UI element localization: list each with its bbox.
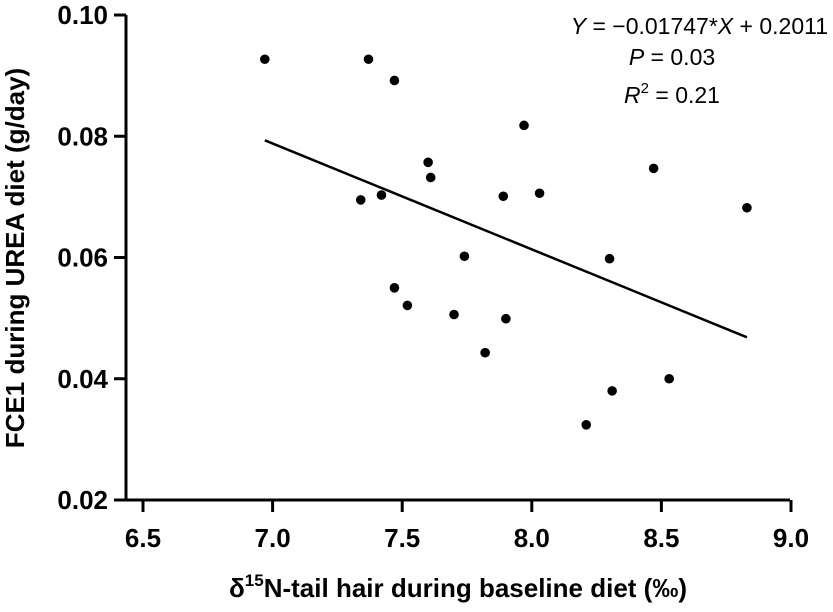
data-point bbox=[389, 75, 400, 86]
data-point bbox=[363, 54, 374, 65]
r-label: R bbox=[624, 82, 641, 108]
y-axis-title: FCE1 during UREA diet (g/day) bbox=[0, 68, 30, 448]
r-superscript: 2 bbox=[641, 80, 649, 97]
data-point bbox=[425, 172, 436, 183]
x-tick-label: 9.0 bbox=[773, 523, 809, 553]
data-point bbox=[355, 195, 366, 205]
data-point bbox=[742, 202, 752, 213]
data-point bbox=[607, 386, 617, 396]
y-tick-label: 0.02 bbox=[57, 485, 108, 515]
equation-mid: = −0.01747* bbox=[586, 13, 718, 39]
p-value-annotation: P = 0.03 bbox=[629, 44, 715, 70]
y-tick-label: 0.08 bbox=[57, 121, 108, 151]
annotation-box: Y = −0.01747*X + 0.2011 P = 0.03 R2 = 0.… bbox=[571, 13, 828, 108]
equation-y: Y bbox=[571, 13, 588, 39]
x-axis-title-superscript: 15 bbox=[245, 571, 264, 590]
data-point bbox=[423, 157, 433, 168]
x-tick-label: 8.0 bbox=[514, 523, 550, 553]
r-value: = 0.21 bbox=[649, 82, 720, 108]
x-tick-label: 6.5 bbox=[125, 523, 161, 553]
data-point bbox=[648, 163, 659, 174]
data-point bbox=[459, 251, 470, 262]
y-tick-label: 0.10 bbox=[57, 0, 108, 30]
data-point bbox=[449, 309, 459, 320]
data-point bbox=[534, 188, 545, 199]
data-point bbox=[581, 420, 592, 430]
equation-annotation: Y = −0.01747*X + 0.2011 bbox=[571, 13, 828, 39]
y-tick-label: 0.06 bbox=[57, 243, 108, 273]
regression-line bbox=[264, 139, 748, 339]
p-value: = 0.03 bbox=[644, 44, 715, 70]
data-points bbox=[260, 54, 752, 430]
data-point bbox=[604, 253, 615, 264]
y-tick-label: 0.04 bbox=[57, 364, 108, 394]
data-point bbox=[519, 120, 529, 131]
data-point bbox=[498, 191, 509, 202]
tick-labels: 6.5 7.0 7.5 8.0 8.5 9.0 0.02 0.04 0.06 0.08 0.10 bbox=[57, 0, 809, 553]
data-point bbox=[389, 283, 400, 293]
equation-x: X bbox=[717, 13, 735, 39]
x-axis-title-text: N-tail hair during baseline diet (‰) bbox=[264, 573, 687, 603]
data-point bbox=[376, 190, 387, 200]
data-point bbox=[402, 300, 413, 311]
p-label: P bbox=[629, 44, 645, 70]
ticks bbox=[114, 13, 793, 512]
x-tick-label: 7.5 bbox=[384, 523, 420, 553]
data-point bbox=[260, 54, 270, 65]
data-point bbox=[664, 373, 674, 384]
x-axis-title-prefix: δ bbox=[229, 573, 245, 603]
data-point bbox=[501, 313, 511, 324]
x-tick-label: 8.5 bbox=[643, 523, 679, 553]
x-axis-title: δ15N-tail hair during baseline diet (‰) bbox=[229, 571, 687, 603]
equation-end: + 0.2011 bbox=[733, 13, 828, 39]
x-tick-label: 7.0 bbox=[255, 523, 291, 553]
r-squared-annotation: R2 = 0.21 bbox=[624, 80, 720, 108]
data-point bbox=[480, 347, 490, 358]
